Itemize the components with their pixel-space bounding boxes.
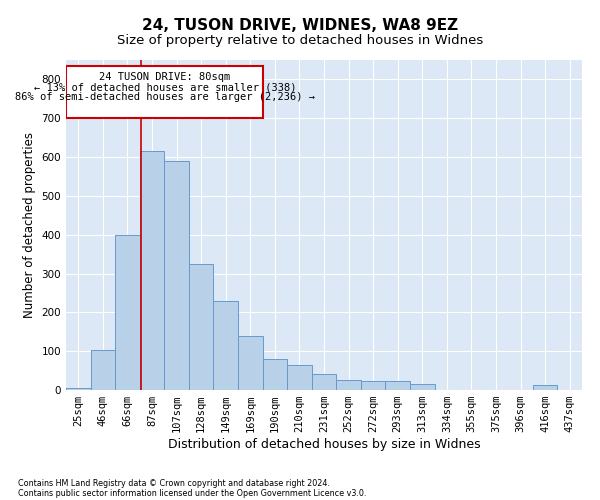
Bar <box>140 151 164 390</box>
X-axis label: Distribution of detached houses by size in Widnes: Distribution of detached houses by size … <box>167 438 481 451</box>
Bar <box>287 365 312 390</box>
Text: Size of property relative to detached houses in Widnes: Size of property relative to detached ho… <box>117 34 483 47</box>
Bar <box>164 161 189 390</box>
Bar <box>214 300 238 390</box>
Bar <box>91 350 115 390</box>
Bar <box>189 264 214 390</box>
Text: 24 TUSON DRIVE: 80sqm: 24 TUSON DRIVE: 80sqm <box>99 72 230 82</box>
Bar <box>361 382 385 390</box>
Text: 86% of semi-detached houses are larger (2,236) →: 86% of semi-detached houses are larger (… <box>15 92 315 102</box>
Bar <box>238 336 263 390</box>
Text: ← 13% of detached houses are smaller (338): ← 13% of detached houses are smaller (33… <box>34 82 296 92</box>
Bar <box>67 66 263 118</box>
Bar <box>263 359 287 390</box>
Text: 24, TUSON DRIVE, WIDNES, WA8 9EZ: 24, TUSON DRIVE, WIDNES, WA8 9EZ <box>142 18 458 32</box>
Bar <box>336 380 361 390</box>
Bar <box>115 234 140 390</box>
Text: Contains HM Land Registry data © Crown copyright and database right 2024.: Contains HM Land Registry data © Crown c… <box>18 478 330 488</box>
Bar <box>385 382 410 390</box>
Bar <box>66 388 91 390</box>
Bar <box>410 384 434 390</box>
Bar <box>312 374 336 390</box>
Text: Contains public sector information licensed under the Open Government Licence v3: Contains public sector information licen… <box>18 488 367 498</box>
Y-axis label: Number of detached properties: Number of detached properties <box>23 132 36 318</box>
Bar <box>533 386 557 390</box>
